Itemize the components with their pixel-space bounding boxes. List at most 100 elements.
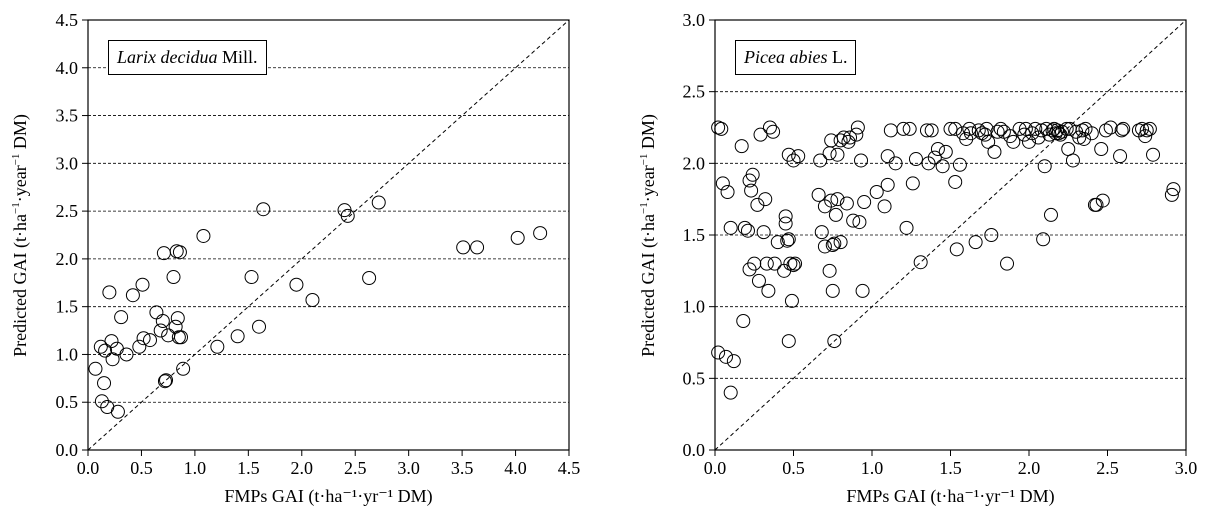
- data-point: [908, 152, 923, 167]
- data-point: [761, 283, 776, 298]
- ylabel-part: DM): [9, 113, 30, 154]
- data-point: [751, 273, 766, 288]
- data-point: [196, 228, 211, 243]
- x-tick-label: 1.5: [237, 458, 260, 478]
- data-point: [1164, 187, 1179, 202]
- data-point: [968, 235, 983, 250]
- data-point: [742, 262, 757, 277]
- data-point: [533, 226, 548, 241]
- reference-line: [714, 19, 1187, 451]
- data-point: [94, 394, 109, 409]
- data-point: [711, 345, 726, 360]
- data-point: [786, 153, 801, 168]
- data-point: [833, 133, 848, 148]
- data-point: [252, 319, 267, 334]
- data-point: [456, 240, 471, 255]
- data-point: [1017, 127, 1032, 142]
- data-point: [880, 177, 895, 192]
- data-point: [110, 404, 125, 419]
- data-point: [833, 235, 848, 250]
- data-point: [170, 311, 185, 326]
- data-point: [97, 376, 112, 391]
- y-tick-label: 3.5: [56, 106, 79, 126]
- data-point: [1142, 121, 1157, 136]
- ylabel-sup: −1: [9, 153, 22, 165]
- y-tick-label: 1.0: [56, 344, 79, 364]
- data-point: [781, 334, 796, 349]
- data-point: [734, 139, 749, 154]
- data-point: [1098, 123, 1113, 138]
- data-point: [919, 123, 934, 138]
- data-point: [105, 352, 120, 367]
- data-point: [1031, 130, 1046, 145]
- data-point: [880, 149, 895, 164]
- data-point: [715, 176, 730, 191]
- x-tick-label: 1.0: [861, 458, 884, 478]
- data-point: [869, 185, 884, 199]
- data-point: [784, 293, 799, 308]
- data-point: [340, 208, 355, 223]
- data-point: [780, 233, 795, 248]
- data-point: [786, 258, 801, 273]
- data-point: [839, 196, 854, 211]
- data-point: [740, 223, 755, 238]
- data-point: [935, 159, 950, 174]
- data-point: [750, 197, 765, 212]
- chart-picea-xlabel: FMPs GAI (t·ha⁻¹·yr⁻¹ DM): [846, 486, 1055, 506]
- data-point: [159, 373, 174, 388]
- data-point: [963, 126, 978, 141]
- data-point: [1065, 153, 1080, 168]
- x-tick-label: 2.0: [1018, 458, 1041, 478]
- data-point: [849, 127, 864, 142]
- x-tick-label: 3.0: [397, 458, 420, 478]
- data-point: [902, 121, 917, 136]
- data-point: [850, 120, 865, 135]
- data-point: [510, 230, 525, 245]
- data-point: [1094, 142, 1109, 156]
- y-tick-label: 4.0: [56, 58, 79, 78]
- data-point: [723, 385, 738, 400]
- data-point: [927, 150, 942, 165]
- data-point: [747, 256, 762, 271]
- data-point: [756, 225, 771, 240]
- data-point: [899, 220, 914, 235]
- data-point: [896, 121, 911, 136]
- data-point: [726, 354, 741, 369]
- data-point: [723, 220, 738, 235]
- data-point: [736, 314, 751, 328]
- data-point: [943, 121, 958, 136]
- y-tick-label: 1.5: [683, 225, 706, 245]
- chart-larix: 0.0 0.5 1.0 1.5 2.0 2.5 3.0 3.5 4.0 4.5 0.0 0.5 1.0 1…: [0, 0, 600, 522]
- y-tick-label: 2.5: [683, 82, 706, 102]
- data-point: [877, 199, 892, 214]
- data-point: [938, 144, 953, 159]
- data-point: [720, 185, 735, 199]
- data-point: [176, 361, 191, 376]
- x-tick-label: 3.0: [1175, 458, 1198, 478]
- data-point: [828, 207, 843, 222]
- data-point: [778, 216, 793, 231]
- data-point: [114, 310, 129, 325]
- legend-authority: L.: [831, 47, 848, 67]
- ylabel-part: ·year: [9, 164, 30, 202]
- chart-picea: 0.0 0.5 1.0 1.5 2.0 2.5 3.0 0.0 0.5 1.0 1.5 2.0 2.5 3…: [600, 0, 1205, 522]
- data-point: [157, 374, 172, 389]
- data-point: [762, 120, 777, 135]
- data-point: [88, 361, 103, 376]
- data-point: [857, 195, 872, 210]
- ylabel-part: DM): [637, 113, 658, 154]
- x-tick-label: 4.0: [504, 458, 527, 478]
- data-point: [714, 121, 729, 136]
- data-point: [1059, 121, 1074, 136]
- data-point: [948, 121, 963, 136]
- data-point: [846, 213, 861, 228]
- data-point: [788, 256, 803, 271]
- data-point: [1114, 123, 1129, 138]
- y-tick-label: 2.0: [56, 249, 79, 269]
- x-tick-label: 2.5: [344, 458, 367, 478]
- legend-authority: Mill.: [222, 47, 258, 67]
- data-point: [244, 270, 259, 285]
- data-point: [172, 245, 187, 260]
- data-point: [981, 134, 996, 149]
- data-point: [781, 232, 796, 247]
